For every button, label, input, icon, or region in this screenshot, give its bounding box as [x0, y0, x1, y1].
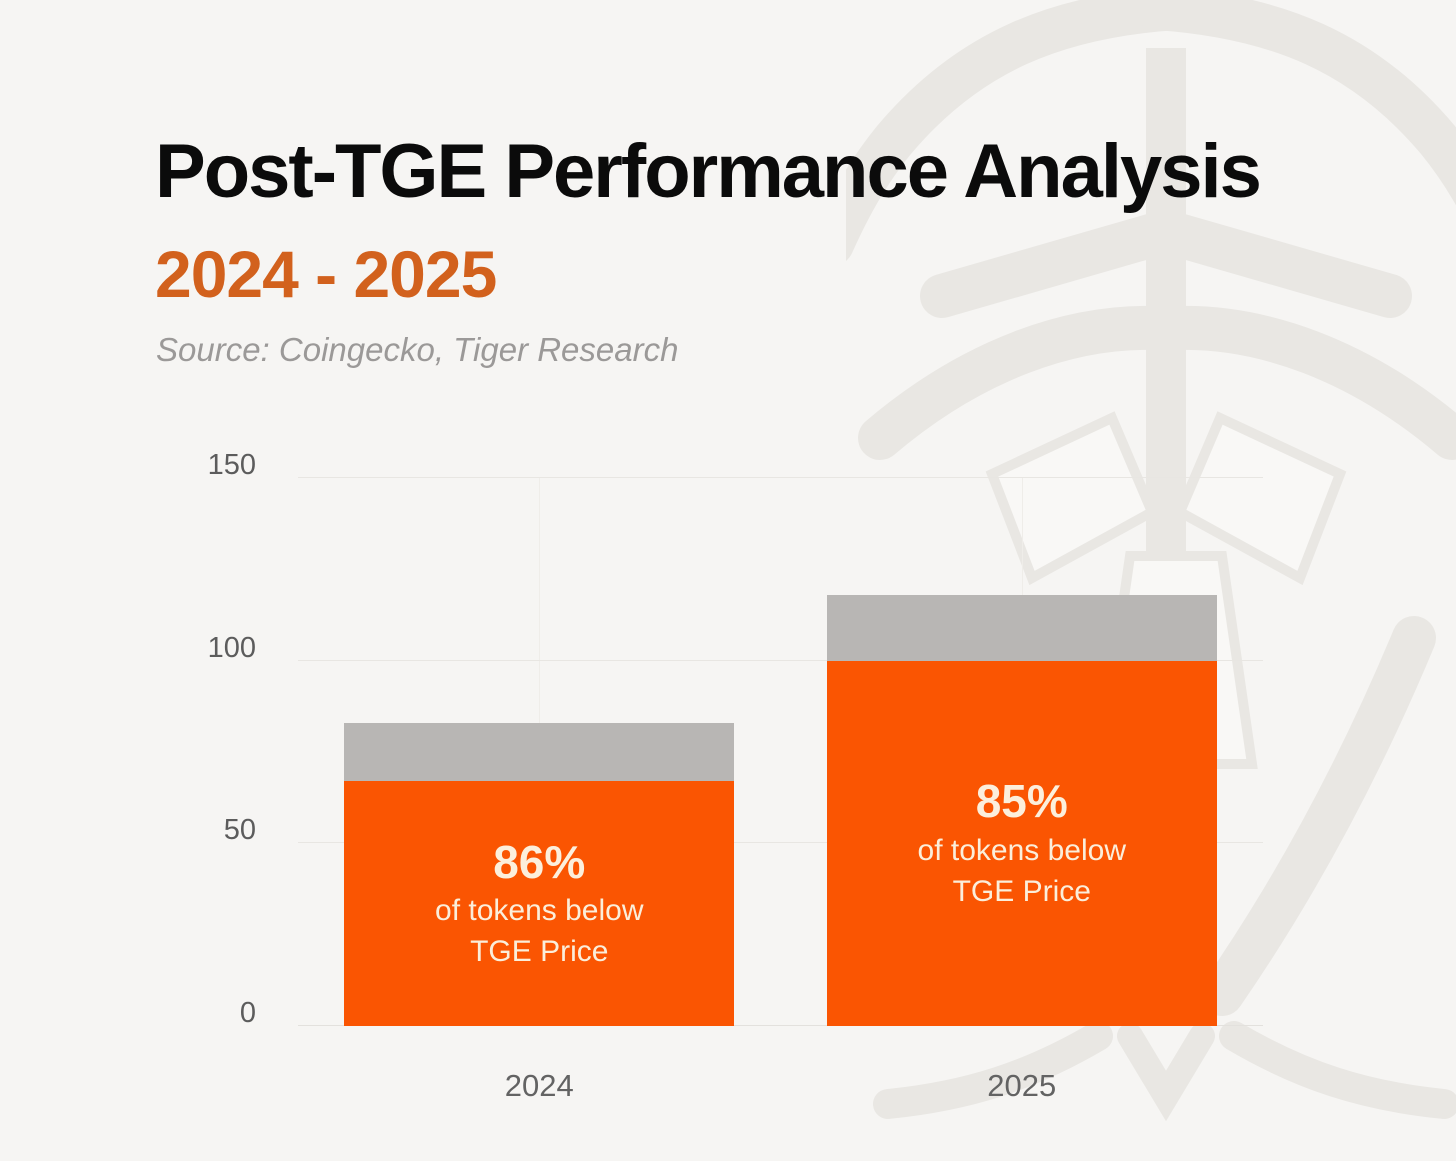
bar-2024-segment-below-tge: 86% of tokens below TGE Price — [344, 781, 735, 1026]
ytick-label-100: 100 — [207, 631, 256, 664]
ytick-label-50: 50 — [223, 814, 256, 847]
caption-line: TGE Price — [470, 935, 609, 969]
page-subtitle-years: 2024 - 2025 — [155, 237, 497, 311]
bar-2025-segment-below-tge: 85% of tokens below TGE Price — [826, 660, 1217, 1026]
bar-2024: 86% of tokens below TGE Price — [344, 722, 735, 1026]
plot-area: 150 100 50 0 86% of tokens below TGE Pri… — [208, 451, 1263, 1101]
bar-2024-annotation: 86% of tokens below TGE Price — [344, 781, 734, 1026]
percent-value: 85% — [975, 775, 1068, 828]
ytick-label-0: 0 — [239, 997, 256, 1029]
caption-line: of tokens below — [917, 833, 1126, 867]
bar-2025-annotation: 85% of tokens below TGE Price — [827, 661, 1217, 1026]
bar-2024-segment-above-tge — [344, 722, 735, 782]
gridline-50 — [298, 842, 1263, 844]
source-credit: Source: Coingecko, Tiger Research — [156, 331, 679, 368]
bar-2025: 85% of tokens below TGE Price — [826, 594, 1217, 1026]
bar-2025-segment-above-tge — [826, 594, 1217, 661]
percent-value: 86% — [493, 835, 586, 888]
gridline-100 — [298, 659, 1263, 661]
caption-line: of tokens below — [435, 893, 644, 927]
gridline-150 — [298, 477, 1263, 478]
x-axis-baseline — [298, 1025, 1263, 1026]
x-axis-label-2024: 2024 — [504, 1068, 574, 1103]
x-axis-label-2025: 2025 — [987, 1068, 1057, 1103]
page-title: Post-TGE Performance Analysis — [155, 129, 1262, 214]
ytick-label-150: 150 — [207, 449, 256, 481]
caption-line: TGE Price — [952, 874, 1091, 908]
